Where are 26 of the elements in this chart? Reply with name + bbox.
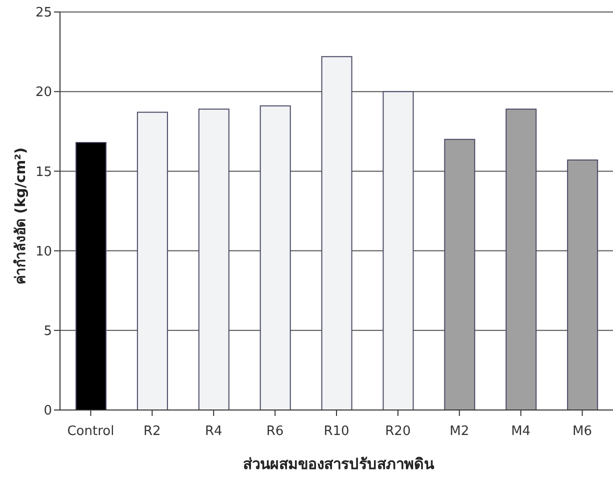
bar [260, 105, 291, 410]
bar [506, 108, 537, 410]
bar [321, 56, 352, 410]
bar [567, 160, 598, 410]
y-tick-label: 5 [44, 324, 52, 340]
y-tick-label: 10 [35, 244, 52, 260]
x-tick-label: Control [67, 424, 114, 440]
x-tick-label: R10 [324, 424, 350, 440]
y-axis-title: ค่ากำลังอัด (kg/cm²) [12, 146, 30, 287]
x-tick-label: R20 [385, 424, 411, 440]
bar [198, 108, 230, 410]
x-tick-label: R6 [266, 424, 284, 440]
y-tick-label: 25 [35, 6, 52, 21]
bar [382, 91, 414, 410]
bar [136, 112, 168, 410]
x-tick-label: M6 [572, 424, 592, 440]
bar [76, 142, 106, 410]
x-tick-label: R2 [144, 424, 161, 440]
x-tick-label: R4 [204, 424, 222, 440]
x-axis-title: ส่วนผสมของสารปรับสภาพดิน [242, 454, 436, 475]
y-tick-label: 20 [35, 85, 52, 100]
y-tick-label: 15 [35, 164, 52, 180]
y-tick-label: 0 [44, 404, 52, 419]
x-tick-label: M4 [511, 424, 531, 440]
x-tick-label: M2 [450, 424, 470, 440]
bar [444, 138, 476, 410]
